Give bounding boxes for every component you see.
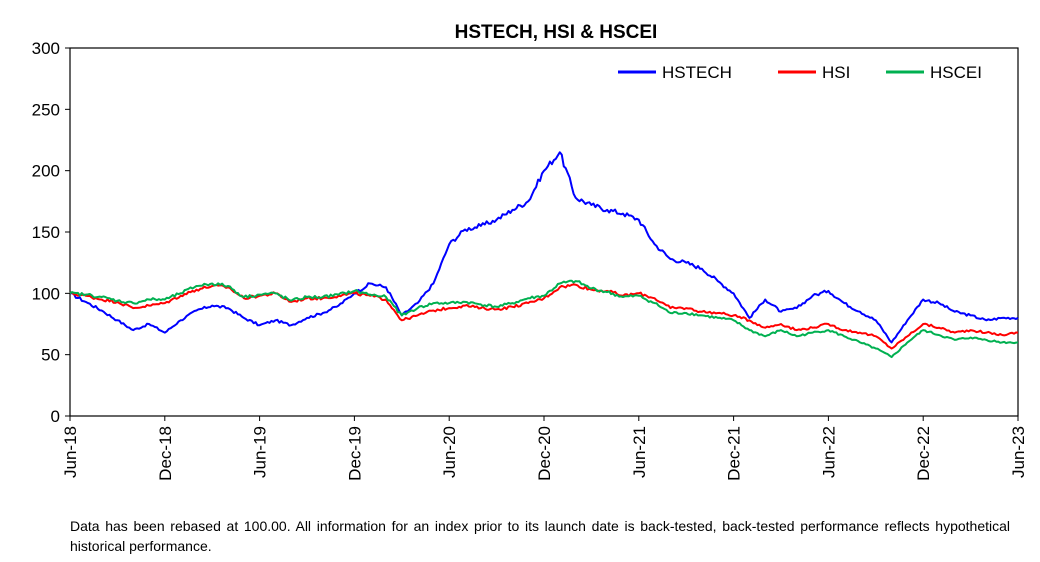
x-tick-label: Dec-20	[535, 426, 554, 481]
series-line-hstech	[69, 151, 1019, 344]
footnote: Data has been rebased at 100.00. All inf…	[70, 518, 1010, 554]
x-tick-label: Jun-23	[1009, 426, 1028, 478]
legend-label-hscei: HSCEI	[930, 63, 982, 82]
y-tick-label: 150	[32, 223, 60, 242]
x-tick-label: Jun-18	[61, 426, 80, 478]
y-tick-label: 250	[32, 100, 60, 119]
y-tick-label: 50	[41, 346, 60, 365]
x-tick-label: Dec-22	[914, 426, 933, 481]
legend-label-hstech: HSTECH	[662, 63, 732, 82]
y-tick-label: 200	[32, 162, 60, 181]
series-line-hscei	[69, 279, 1019, 359]
x-tick-label: Jun-19	[251, 426, 270, 478]
series-line-hsi	[69, 283, 1019, 350]
x-tick-label: Jun-22	[819, 426, 838, 478]
chart-title: HSTECH, HSI & HSCEI	[455, 22, 658, 43]
y-tick-label: 100	[32, 284, 60, 303]
x-tick-label: Dec-19	[345, 426, 364, 481]
plot-frame	[69, 47, 1019, 417]
x-tick-label: Jun-20	[440, 426, 459, 478]
legend-label-hsi: HSI	[822, 63, 850, 82]
y-tick-label: 300	[32, 39, 60, 58]
y-tick-label: 0	[51, 407, 60, 426]
chart-svg: HSTECH, HSI & HSCEI 0 50 100 150 200 250 300 Jun…	[32, 22, 1028, 481]
x-tick-label: Jun-21	[630, 426, 649, 478]
x-tick-label: Dec-18	[156, 426, 175, 481]
x-tick-label: Dec-21	[725, 426, 744, 481]
